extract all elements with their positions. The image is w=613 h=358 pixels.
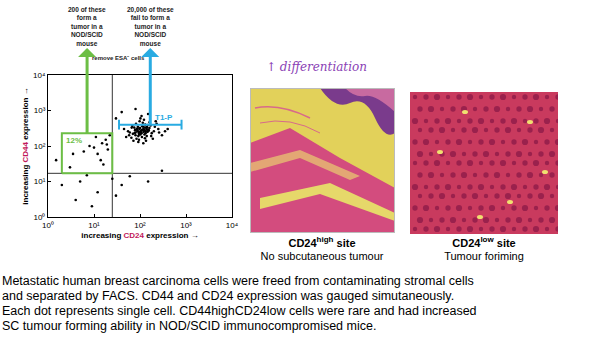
svg-text:20,000 of thesefail to form at: 20,000 of thesefail to form atumor in aN… bbox=[127, 6, 174, 47]
svg-text:200 of theseform atumor in aNO: 200 of theseform atumor in aNOD/SCIDmous… bbox=[68, 6, 106, 47]
svg-text:10¹: 10¹ bbox=[88, 221, 100, 230]
svg-text:remove ESA⁻ cells: remove ESA⁻ cells bbox=[92, 55, 145, 61]
svg-text:increasing CD44 expression →: increasing CD44 expression → bbox=[21, 87, 30, 204]
html-text:Tumour foriming: Tumour foriming bbox=[444, 250, 524, 262]
html-text:No subcutaneous tumour: No subcutaneous tumour bbox=[260, 250, 384, 262]
svg-text:10³: 10³ bbox=[34, 106, 46, 115]
html-text:CD24lowsite: CD24lowsite bbox=[452, 235, 516, 249]
html-text:Metastatic human breast carcin: Metastatic human breast carcinoma cells … bbox=[2, 274, 474, 288]
svg-text:10³: 10³ bbox=[180, 221, 192, 230]
svg-text:10⁰: 10⁰ bbox=[33, 213, 45, 222]
svg-text:10⁰: 10⁰ bbox=[42, 221, 54, 230]
svg-text:12%: 12% bbox=[66, 136, 82, 145]
svg-text:10¹: 10¹ bbox=[34, 177, 46, 186]
html-text:↑ differentiation: ↑ differentiation bbox=[266, 60, 367, 74]
svg-text:10⁴: 10⁴ bbox=[226, 221, 239, 230]
html-text:and separated by FACS. CD44 an: and separated by FACS. CD44 and CD24 exp… bbox=[2, 289, 455, 303]
svg-text:increasing CD24 expression →: increasing CD24 expression → bbox=[81, 231, 198, 240]
html-text:Each dot represents single cel: Each dot represents single cell. CD44hig… bbox=[2, 304, 477, 318]
svg-text:T1-P: T1-P bbox=[155, 113, 173, 122]
svg-text:10²: 10² bbox=[34, 142, 46, 151]
svg-text:10⁴: 10⁴ bbox=[33, 71, 46, 80]
html-text:CD24highsite: CD24highsite bbox=[288, 235, 356, 249]
svg-text:10²: 10² bbox=[134, 221, 146, 230]
html-text:SC tumour forming ability in N: SC tumour forming ability in NOD/SCID im… bbox=[2, 319, 377, 333]
